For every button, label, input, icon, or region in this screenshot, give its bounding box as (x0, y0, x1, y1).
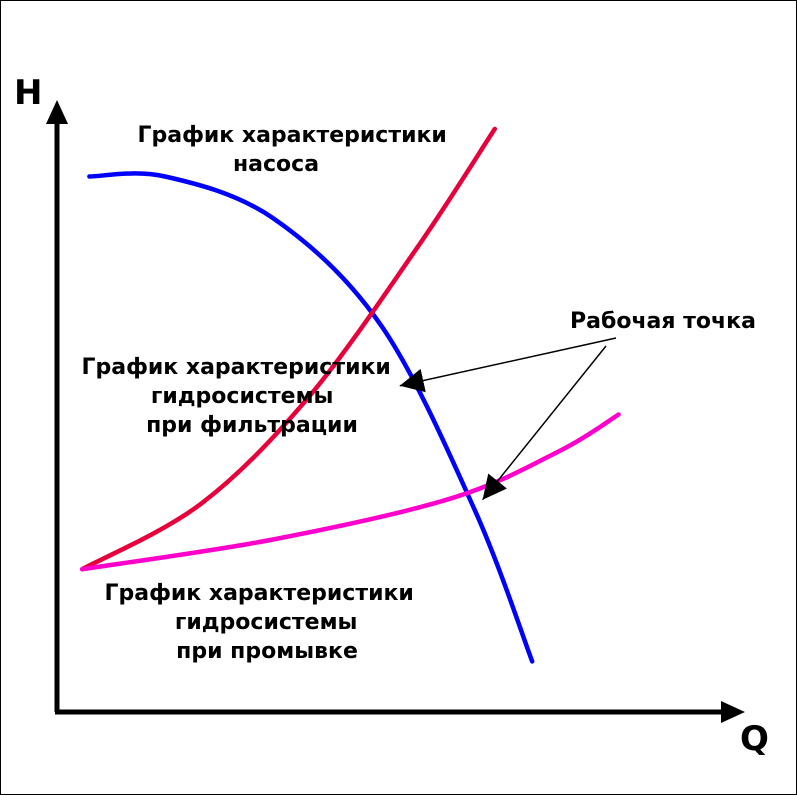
filtration-curve (79, 126, 498, 572)
x-axis-arrow-icon (721, 701, 745, 723)
pump-label-line-2: насоса (233, 152, 319, 177)
y-axis-arrow-icon (46, 100, 68, 124)
pump-curve (87, 171, 535, 664)
filtration-label-line-3: при фильтрации (146, 413, 358, 438)
flushing-label-line-2: гидросистемы (175, 610, 358, 635)
flushing-label-line-3: при промывке (176, 639, 358, 664)
pump-curve-label: График характеристики насоса (137, 123, 454, 177)
flushing-curve-label: График характеристики гидросистемы при п… (104, 581, 421, 664)
x-axis-label: Q (740, 719, 769, 759)
operating-point-arrow-2 (482, 345, 607, 501)
operating-point-arrow-1 (399, 337, 617, 393)
flushing-curve (79, 412, 621, 572)
filtration-label-line-2: гидросистемы (151, 384, 334, 409)
filtration-curve-label: График характеристики гидросистемы при ф… (81, 355, 398, 438)
pump-label-line-1: График характеристики (137, 123, 446, 148)
filtration-label-line-1: График характеристики (81, 355, 390, 380)
operating-point-label: Рабочая точка (570, 309, 756, 334)
flushing-label-line-1: График характеристики (104, 581, 413, 606)
y-axis-label: H (14, 73, 42, 113)
